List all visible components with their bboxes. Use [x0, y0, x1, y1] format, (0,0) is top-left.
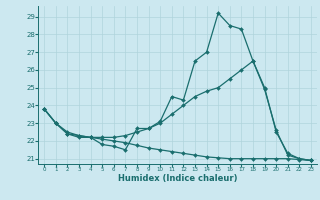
X-axis label: Humidex (Indice chaleur): Humidex (Indice chaleur): [118, 174, 237, 183]
